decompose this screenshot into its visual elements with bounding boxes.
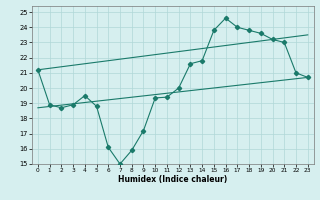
X-axis label: Humidex (Indice chaleur): Humidex (Indice chaleur)	[118, 175, 228, 184]
